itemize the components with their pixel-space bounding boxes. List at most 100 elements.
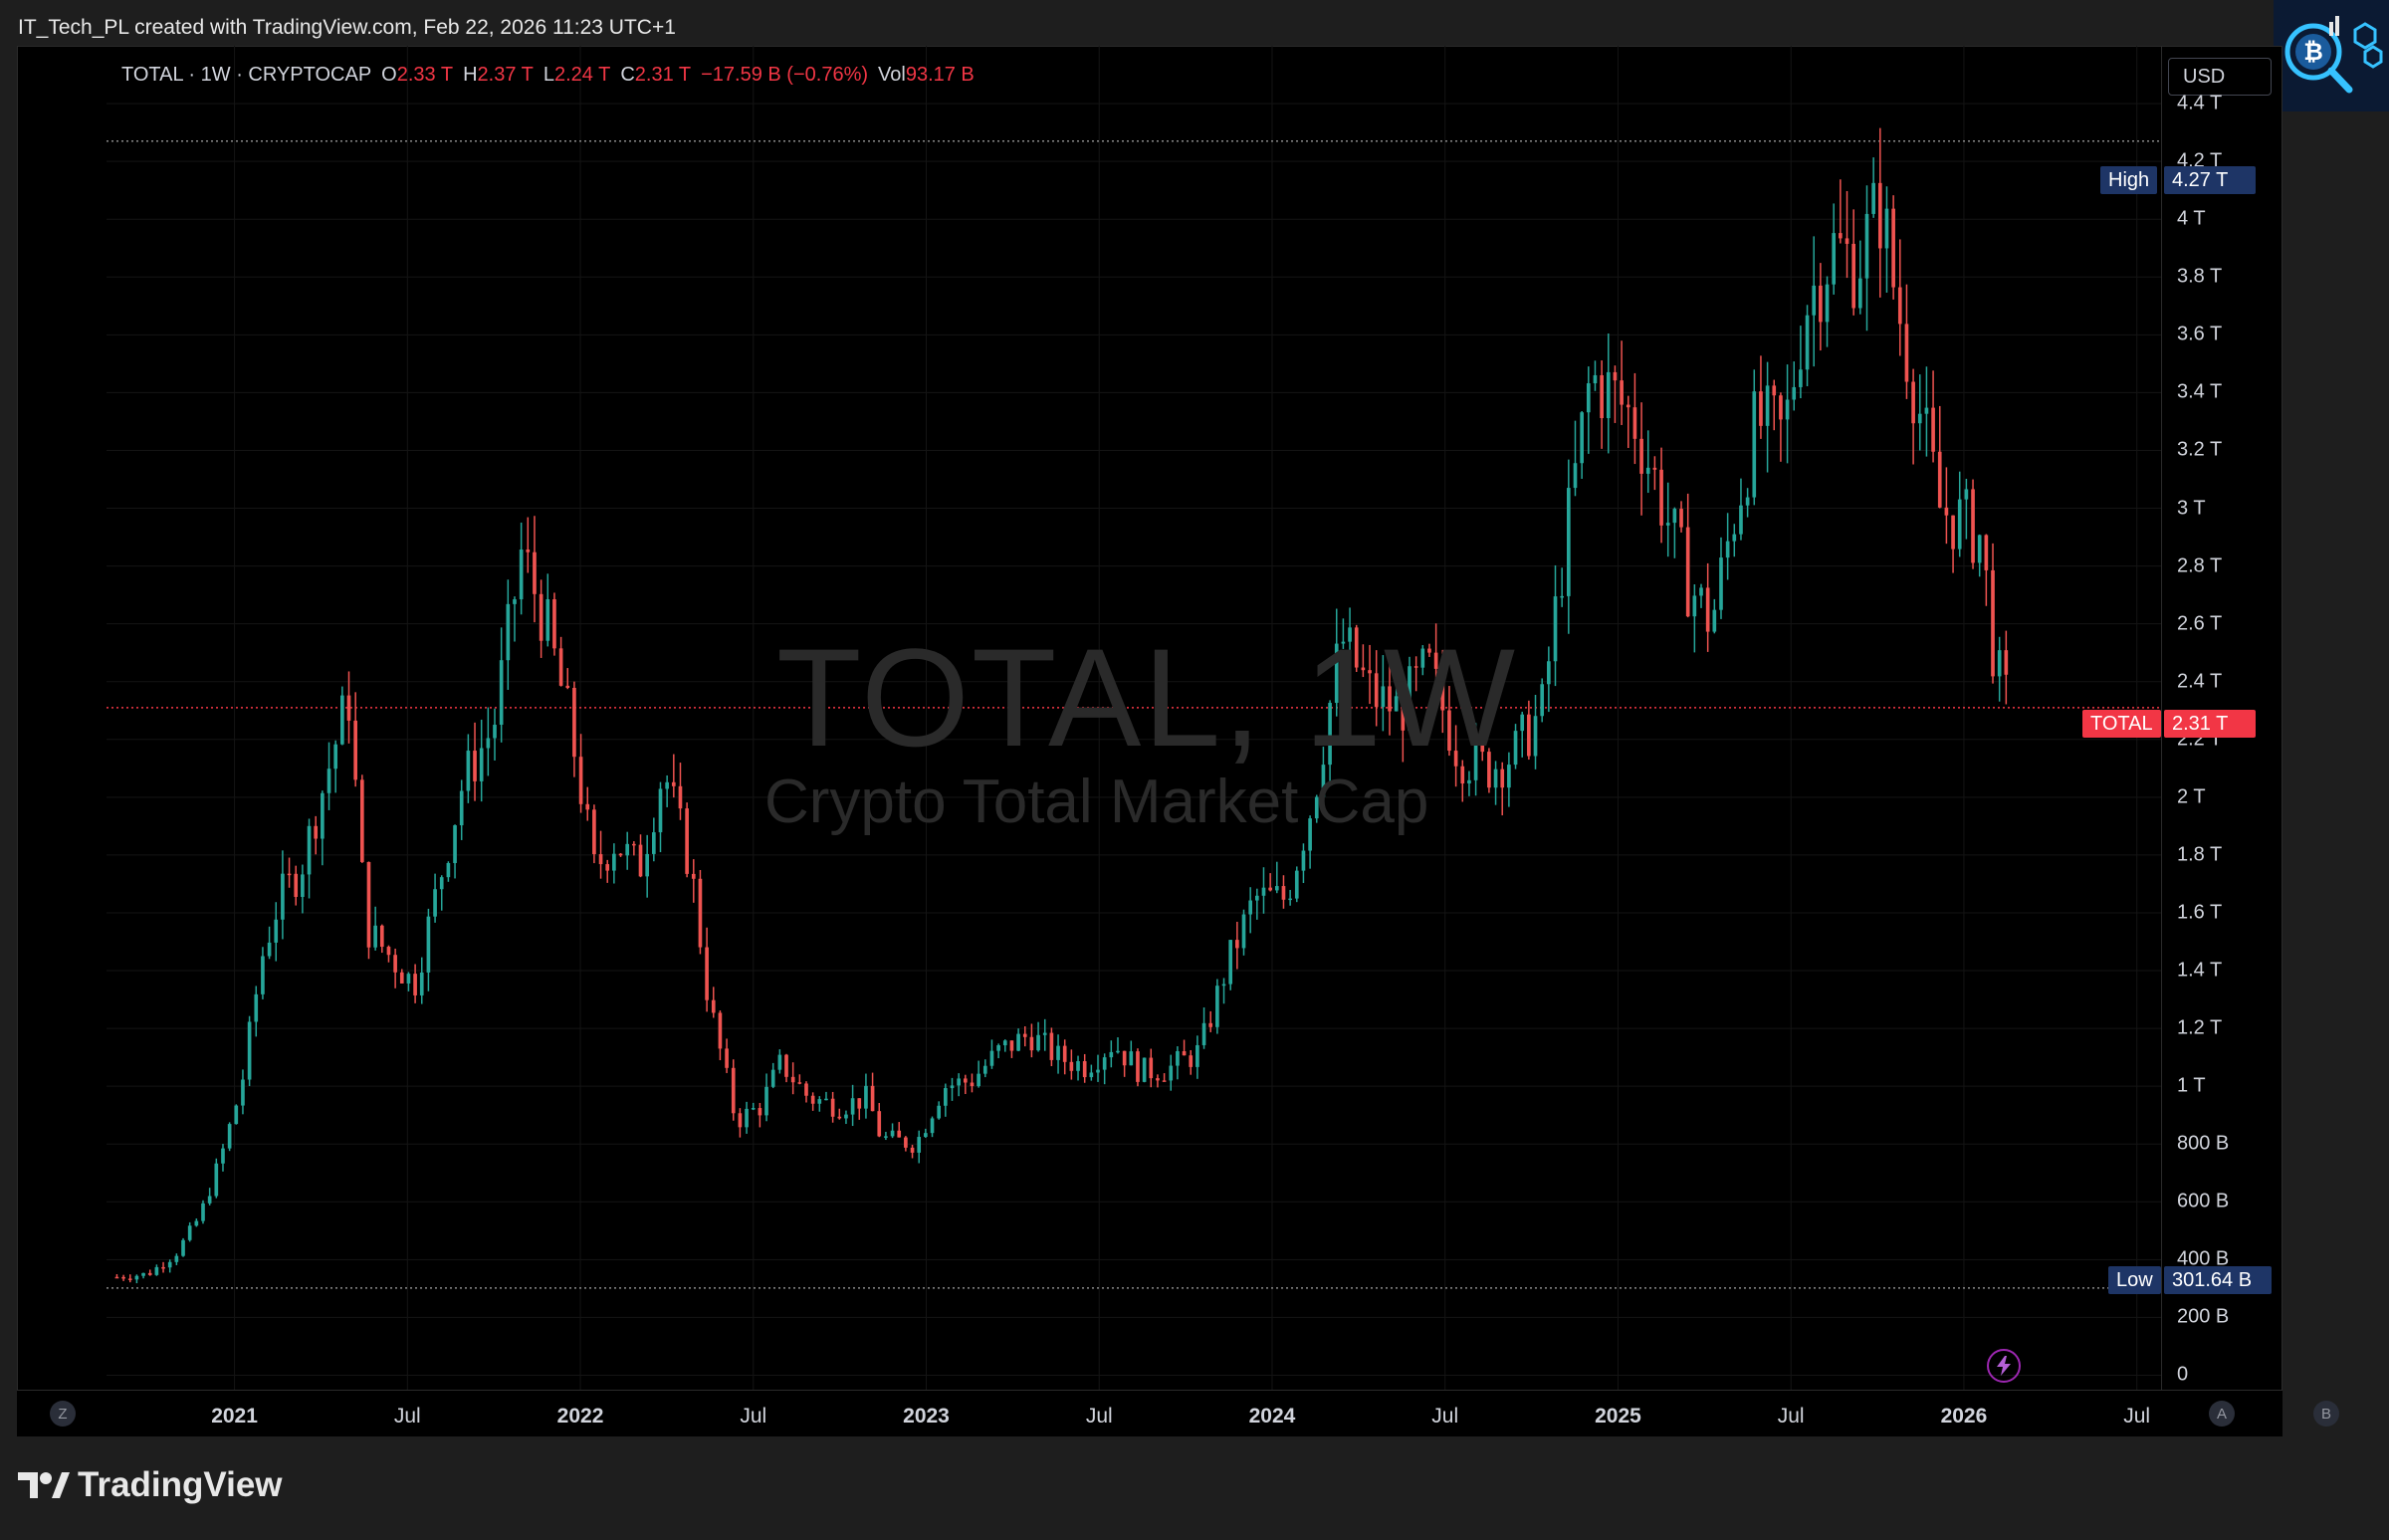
- candle-body: [944, 1088, 948, 1106]
- candle-body: [817, 1099, 822, 1104]
- candle-body: [751, 1108, 756, 1110]
- symbol-label[interactable]: TOTAL · 1W · CRYPTOCAP: [121, 64, 372, 86]
- plot-area[interactable]: [107, 46, 2161, 1390]
- candle-body: [1957, 499, 1962, 550]
- candle-body: [1937, 451, 1942, 508]
- candle-body: [466, 751, 471, 791]
- current-price-label: TOTAL: [2082, 710, 2161, 738]
- candlestick-chart[interactable]: [107, 46, 2161, 1390]
- candle-body: [1520, 714, 1525, 732]
- time-tick-label: Jul: [2123, 1405, 2151, 1428]
- candle-body: [1679, 509, 1683, 528]
- candle-body: [1672, 509, 1677, 524]
- price-tick-label: 1 T: [2177, 1074, 2206, 1097]
- candle-body: [1467, 779, 1471, 784]
- candle-body: [1453, 751, 1458, 767]
- candle-body: [777, 1054, 782, 1070]
- candle-body: [996, 1045, 1000, 1051]
- candle-body: [1361, 667, 1366, 671]
- time-tick-label: 2024: [1248, 1405, 1296, 1428]
- candle-body: [1553, 596, 1558, 662]
- log-scale-button[interactable]: B: [2313, 1401, 2339, 1427]
- candle-body: [353, 720, 357, 780]
- candle-body: [1440, 668, 1445, 711]
- candle-body: [301, 874, 305, 897]
- time-scale[interactable]: [17, 1390, 2282, 1436]
- currency-selector[interactable]: USD: [2168, 58, 2272, 96]
- candle-body: [963, 1078, 968, 1083]
- candle-body: [1839, 233, 1843, 239]
- candle-body: [1964, 489, 1969, 500]
- candle-body: [1076, 1061, 1080, 1071]
- candle-body: [419, 972, 424, 995]
- candle-body: [393, 955, 397, 973]
- zoom-reset-button[interactable]: Z: [50, 1401, 76, 1427]
- candle-body: [1182, 1050, 1187, 1056]
- candle-body: [314, 825, 319, 839]
- candle-body: [711, 999, 716, 1013]
- candle-body: [1685, 527, 1690, 617]
- low-label: L: [543, 64, 554, 86]
- candle-body: [333, 744, 338, 770]
- price-tick-label: 1.8 T: [2177, 843, 2223, 866]
- candle-body: [745, 1108, 749, 1128]
- candle-body: [1156, 1078, 1160, 1081]
- volume-label: Vol: [878, 64, 906, 86]
- candle-body: [1016, 1033, 1020, 1051]
- candle-body: [287, 873, 292, 876]
- candle-body: [1586, 383, 1591, 413]
- tradingview-logo-icon: [18, 1472, 70, 1498]
- candle-body: [1547, 661, 1551, 685]
- candle-body: [1911, 381, 1915, 424]
- high-value: 2.37 T: [477, 64, 534, 86]
- candle-body: [658, 788, 663, 833]
- auto-scale-button[interactable]: A: [2209, 1401, 2235, 1427]
- price-tick-label: 2.8 T: [2177, 554, 2223, 577]
- candle-body: [373, 925, 377, 948]
- tradingview-footer-logo[interactable]: TradingView: [18, 1465, 283, 1505]
- candle-body: [1388, 686, 1392, 712]
- candle-body: [321, 792, 325, 839]
- candle-body: [1301, 850, 1306, 871]
- candle-body: [439, 877, 444, 890]
- candle-body: [459, 790, 464, 826]
- candle-body: [797, 1082, 802, 1084]
- candle-body: [506, 603, 511, 661]
- candle-body: [1189, 1055, 1194, 1067]
- candle-body: [605, 864, 610, 871]
- candle-body: [1433, 652, 1438, 669]
- candle-body: [638, 844, 643, 877]
- svg-text:₿: ₿: [2303, 39, 2323, 66]
- candle-body: [552, 598, 556, 649]
- candle-body: [1408, 666, 1412, 731]
- candle-body: [1858, 278, 1862, 309]
- candle-body: [1513, 731, 1518, 766]
- candle-body: [1904, 324, 1909, 382]
- lightning-icon[interactable]: [1987, 1349, 2021, 1383]
- candle-body: [1348, 627, 1352, 642]
- candle-body: [1560, 595, 1564, 598]
- candle-body: [167, 1261, 172, 1268]
- candle-body: [1334, 643, 1339, 704]
- time-tick-label: Jul: [1431, 1405, 1459, 1428]
- candle-body: [1924, 407, 1929, 414]
- candle-body: [1042, 1032, 1047, 1035]
- candle-body: [982, 1065, 987, 1074]
- time-tick-label: Jul: [740, 1405, 767, 1428]
- price-tick-label: 1.2 T: [2177, 1016, 2223, 1039]
- price-tick-label: 4 T: [2177, 207, 2206, 230]
- candle-body: [1792, 386, 1797, 400]
- low-marker-value: 301.64 B: [2164, 1266, 2272, 1294]
- candle-body: [1281, 886, 1286, 900]
- candle-body: [1527, 714, 1531, 757]
- candle-body: [924, 1133, 928, 1138]
- bitcoin-magnifier-icon: ₿: [2284, 16, 2383, 94]
- candle-body: [1487, 752, 1491, 788]
- candle-body: [526, 550, 531, 552]
- candle-body: [1235, 940, 1239, 949]
- candle-body: [121, 1276, 125, 1279]
- price-scale[interactable]: [2161, 46, 2282, 1390]
- candle-body: [1533, 716, 1538, 757]
- candle-body: [870, 1085, 875, 1112]
- candle-body: [433, 889, 437, 917]
